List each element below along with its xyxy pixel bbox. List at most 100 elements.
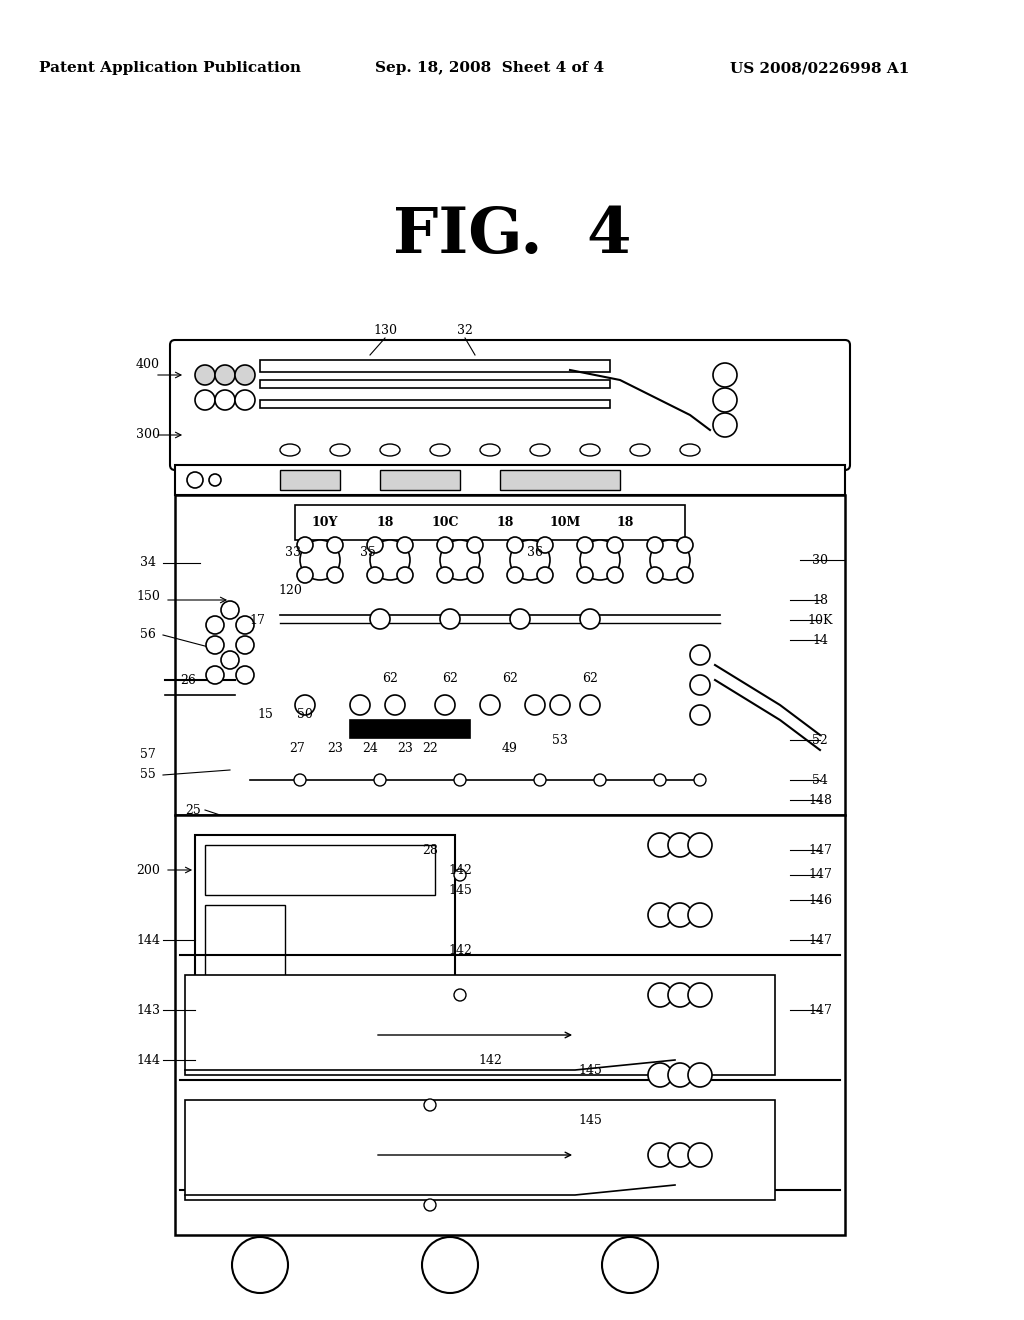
Bar [295,506,685,540]
Circle shape [648,983,672,1007]
Text: 10M: 10M [549,516,581,528]
Circle shape [397,568,413,583]
Circle shape [195,366,215,385]
Text: 62: 62 [442,672,458,685]
Circle shape [580,609,600,630]
Text: 23: 23 [397,742,413,755]
Circle shape [480,696,500,715]
Circle shape [300,540,340,579]
Bar [350,719,470,738]
Ellipse shape [280,444,300,455]
Circle shape [577,568,593,583]
Text: 200: 200 [136,863,160,876]
Text: 36: 36 [527,545,543,558]
Circle shape [668,1063,692,1086]
Text: 62: 62 [502,672,518,685]
Text: 32: 32 [457,323,473,337]
Bar [175,465,845,495]
Circle shape [668,903,692,927]
Text: 30: 30 [812,553,828,566]
Circle shape [525,696,545,715]
Ellipse shape [630,444,650,455]
Circle shape [397,537,413,553]
Circle shape [690,705,710,725]
Ellipse shape [480,444,500,455]
Circle shape [668,983,692,1007]
Bar [260,380,610,388]
Text: 18: 18 [616,516,634,528]
Circle shape [236,636,254,653]
Bar [380,470,460,490]
Circle shape [297,537,313,553]
Circle shape [648,833,672,857]
Text: 120: 120 [279,583,302,597]
Circle shape [580,540,620,579]
Text: US 2008/0226998 A1: US 2008/0226998 A1 [730,61,909,75]
Circle shape [537,537,553,553]
Circle shape [440,609,460,630]
Bar [185,975,775,1074]
Text: 25: 25 [185,804,201,817]
Text: 24: 24 [362,742,378,755]
Circle shape [367,537,383,553]
Text: 400: 400 [136,359,160,371]
Text: 62: 62 [382,672,398,685]
Text: 17: 17 [249,614,265,627]
Circle shape [367,568,383,583]
Circle shape [206,616,224,634]
Bar [260,400,610,408]
Circle shape [435,696,455,715]
Text: 33: 33 [285,545,301,558]
Bar [280,470,340,490]
Circle shape [234,366,255,385]
Circle shape [236,667,254,684]
Circle shape [454,869,466,880]
Text: 54: 54 [812,774,828,787]
Circle shape [437,537,453,553]
Text: 143: 143 [136,1003,160,1016]
Text: 49: 49 [502,742,518,755]
Circle shape [713,388,737,412]
Bar [185,1100,775,1200]
Text: 50: 50 [297,709,313,722]
Circle shape [327,537,343,553]
Circle shape [677,568,693,583]
Bar [500,470,620,490]
Circle shape [647,568,663,583]
Circle shape [385,696,406,715]
Text: Patent Application Publication: Patent Application Publication [39,61,301,75]
Bar [205,845,435,895]
Circle shape [507,537,523,553]
Circle shape [440,540,480,579]
Circle shape [690,675,710,696]
Circle shape [350,696,370,715]
Circle shape [297,568,313,583]
Ellipse shape [330,444,350,455]
Text: 144: 144 [136,1053,160,1067]
Circle shape [467,568,483,583]
Circle shape [370,609,390,630]
Circle shape [668,1143,692,1167]
Text: 18: 18 [376,516,393,528]
Text: 145: 145 [579,1114,602,1126]
Ellipse shape [430,444,450,455]
Circle shape [607,568,623,583]
Text: 145: 145 [579,1064,602,1077]
Text: 23: 23 [327,742,343,755]
Circle shape [206,667,224,684]
Circle shape [424,1100,436,1111]
Circle shape [688,1143,712,1167]
Circle shape [209,474,221,486]
Circle shape [294,774,306,785]
Text: 62: 62 [582,672,598,685]
Circle shape [647,537,663,553]
Text: 16: 16 [382,723,398,737]
Text: 53: 53 [552,734,568,747]
Text: 148: 148 [808,793,831,807]
Circle shape [437,568,453,583]
Text: FIG.  4: FIG. 4 [393,205,631,265]
Circle shape [654,774,666,785]
Circle shape [454,989,466,1001]
Circle shape [195,389,215,411]
Text: 34: 34 [140,557,156,569]
